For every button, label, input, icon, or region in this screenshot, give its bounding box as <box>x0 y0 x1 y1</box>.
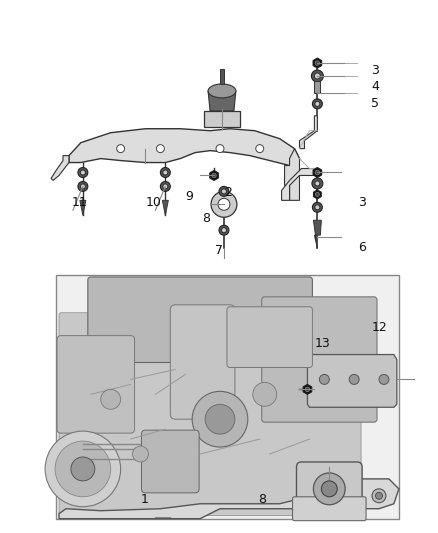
Circle shape <box>71 457 95 481</box>
Circle shape <box>379 375 389 384</box>
Circle shape <box>81 170 85 175</box>
Circle shape <box>312 178 323 189</box>
Circle shape <box>315 61 320 66</box>
Bar <box>56 275 399 519</box>
Text: 5: 5 <box>371 96 379 110</box>
Polygon shape <box>69 129 300 166</box>
Circle shape <box>321 481 337 497</box>
Polygon shape <box>285 149 300 200</box>
Polygon shape <box>282 168 318 200</box>
FancyBboxPatch shape <box>88 277 312 362</box>
Circle shape <box>219 225 229 235</box>
Bar <box>220 69 224 84</box>
Polygon shape <box>314 220 321 248</box>
Circle shape <box>192 391 248 447</box>
Circle shape <box>156 144 164 152</box>
Circle shape <box>305 387 310 392</box>
Circle shape <box>160 167 170 177</box>
FancyBboxPatch shape <box>59 313 361 516</box>
Circle shape <box>45 431 120 507</box>
Text: 7: 7 <box>215 244 223 257</box>
Ellipse shape <box>208 84 236 98</box>
Circle shape <box>256 144 264 152</box>
Circle shape <box>315 170 320 175</box>
Circle shape <box>312 99 322 109</box>
Circle shape <box>315 101 320 107</box>
FancyBboxPatch shape <box>293 497 366 521</box>
Text: 9: 9 <box>185 190 193 203</box>
Text: 6: 6 <box>358 241 366 254</box>
Text: 3: 3 <box>358 196 366 209</box>
Circle shape <box>216 144 224 152</box>
Polygon shape <box>300 116 318 149</box>
Polygon shape <box>313 167 321 177</box>
Circle shape <box>315 181 320 186</box>
Circle shape <box>319 375 329 384</box>
Circle shape <box>212 173 216 177</box>
Circle shape <box>81 184 85 189</box>
FancyBboxPatch shape <box>170 305 235 419</box>
Text: 11: 11 <box>72 196 88 209</box>
Polygon shape <box>51 156 69 181</box>
FancyBboxPatch shape <box>141 430 199 493</box>
Circle shape <box>253 382 277 406</box>
Circle shape <box>160 181 170 191</box>
FancyBboxPatch shape <box>57 336 134 433</box>
Circle shape <box>163 170 168 175</box>
Circle shape <box>315 205 320 210</box>
Circle shape <box>78 167 88 177</box>
Text: 8: 8 <box>258 494 266 506</box>
Polygon shape <box>210 171 218 181</box>
Text: 3: 3 <box>371 64 379 77</box>
Text: 2: 2 <box>224 186 232 199</box>
Polygon shape <box>303 384 312 394</box>
Polygon shape <box>80 200 86 215</box>
Text: 10: 10 <box>146 196 162 209</box>
Text: 13: 13 <box>315 337 331 350</box>
Bar <box>204 111 240 127</box>
Circle shape <box>372 489 386 503</box>
Text: 8: 8 <box>202 212 210 225</box>
Polygon shape <box>208 91 236 111</box>
Polygon shape <box>59 479 399 519</box>
Polygon shape <box>307 354 397 407</box>
Circle shape <box>211 191 237 217</box>
Circle shape <box>222 189 226 194</box>
Circle shape <box>163 184 168 189</box>
Circle shape <box>375 492 382 499</box>
Circle shape <box>312 203 322 212</box>
FancyBboxPatch shape <box>227 307 312 367</box>
Circle shape <box>218 198 230 211</box>
Circle shape <box>314 73 320 79</box>
Circle shape <box>315 192 319 196</box>
Bar <box>314 81 320 93</box>
Polygon shape <box>314 190 321 199</box>
Circle shape <box>133 446 148 462</box>
Circle shape <box>349 375 359 384</box>
Circle shape <box>219 187 229 196</box>
Circle shape <box>311 70 323 82</box>
Text: 4: 4 <box>371 80 379 93</box>
Circle shape <box>222 228 226 233</box>
Circle shape <box>78 181 88 191</box>
FancyBboxPatch shape <box>262 297 377 422</box>
Polygon shape <box>313 58 321 68</box>
FancyBboxPatch shape <box>297 462 362 516</box>
Circle shape <box>117 144 124 152</box>
Circle shape <box>101 389 120 409</box>
Circle shape <box>205 404 235 434</box>
Circle shape <box>314 473 345 505</box>
Polygon shape <box>162 200 168 215</box>
Text: 1: 1 <box>141 494 149 506</box>
Circle shape <box>55 441 111 497</box>
Text: 12: 12 <box>371 321 387 334</box>
